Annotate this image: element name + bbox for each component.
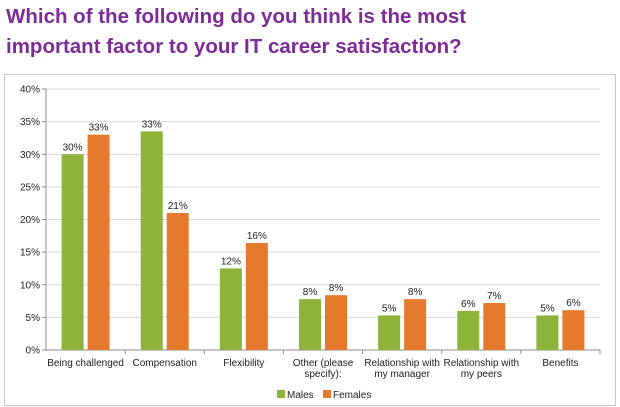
bar-females-0 bbox=[87, 134, 110, 350]
legend-swatch-females bbox=[323, 390, 331, 398]
data-label-females-4: 8% bbox=[408, 287, 423, 298]
y-tick-label: 20% bbox=[20, 215, 40, 226]
chart-title-line-1: Which of the following do you think is t… bbox=[6, 5, 467, 28]
bar-females-5 bbox=[483, 303, 506, 350]
data-label-males-2: 12% bbox=[221, 256, 241, 267]
data-label-males-6: 5% bbox=[540, 303, 555, 314]
bar-females-4 bbox=[404, 299, 427, 350]
x-category-label: Other (please bbox=[293, 358, 354, 369]
data-label-females-5: 7% bbox=[487, 291, 502, 302]
y-tick-label: 5% bbox=[26, 313, 41, 324]
y-tick-label: 15% bbox=[20, 248, 40, 259]
data-label-females-6: 6% bbox=[566, 298, 581, 309]
data-label-males-3: 8% bbox=[303, 287, 318, 298]
y-tick-label: 0% bbox=[26, 346, 41, 357]
data-label-males-1: 33% bbox=[142, 119, 162, 130]
bar-females-1 bbox=[166, 212, 189, 350]
bar-males-4 bbox=[378, 315, 401, 350]
y-tick-label: 30% bbox=[20, 150, 40, 161]
data-label-females-1: 21% bbox=[168, 201, 188, 212]
x-category-label: Relationship with bbox=[443, 358, 519, 369]
data-label-males-0: 30% bbox=[63, 142, 83, 153]
y-tick-label: 25% bbox=[20, 182, 40, 193]
bar-females-3 bbox=[325, 295, 347, 350]
bar-males-0 bbox=[61, 154, 84, 350]
x-category-label: my peers bbox=[461, 369, 502, 380]
bar-males-3 bbox=[299, 299, 321, 350]
x-category-label: Relationship with bbox=[364, 358, 440, 369]
bar-males-5 bbox=[457, 310, 480, 350]
y-tick-label: 35% bbox=[20, 117, 40, 128]
bar-males-1 bbox=[140, 131, 163, 350]
data-label-females-3: 8% bbox=[329, 283, 344, 294]
bar-males-2 bbox=[219, 268, 242, 350]
bar-males-6 bbox=[536, 315, 559, 350]
data-label-males-5: 6% bbox=[461, 299, 476, 310]
data-label-males-4: 5% bbox=[382, 303, 397, 314]
y-tick-label: 10% bbox=[20, 280, 40, 291]
chart-title-line-2: important factor to your IT career satis… bbox=[6, 35, 462, 58]
x-category-label: Being challenged bbox=[47, 358, 124, 369]
data-label-females-2: 16% bbox=[247, 231, 267, 242]
legend-label-females: Females bbox=[333, 390, 371, 401]
legend-swatch-males bbox=[277, 390, 285, 398]
data-label-females-0: 33% bbox=[89, 123, 109, 134]
x-category-label: Compensation bbox=[132, 358, 196, 369]
x-category-label: my manager bbox=[374, 369, 430, 380]
bar-females-6 bbox=[562, 310, 585, 350]
y-tick-label: 40% bbox=[20, 85, 40, 96]
x-category-label: specify): bbox=[304, 369, 341, 380]
x-category-label: Benefits bbox=[542, 358, 578, 369]
x-category-label: Flexibility bbox=[223, 358, 264, 369]
bar-females-2 bbox=[245, 242, 268, 350]
legend-label-males: Males bbox=[287, 390, 314, 401]
chart-title: Which of the following do you think is t… bbox=[6, 2, 616, 62]
